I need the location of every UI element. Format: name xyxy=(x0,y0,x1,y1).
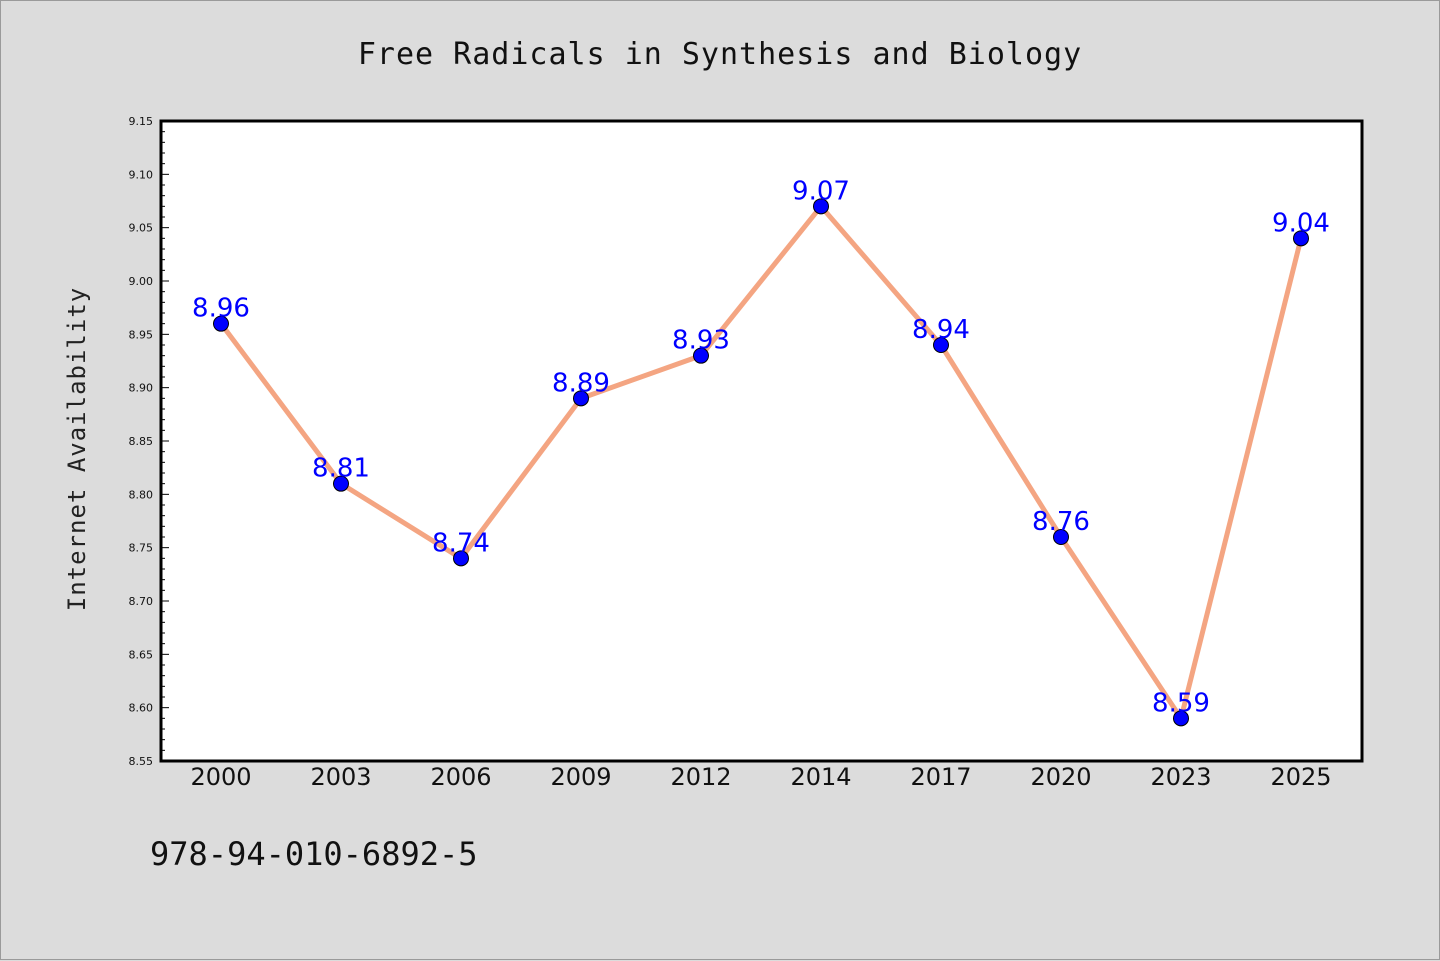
data-point xyxy=(573,390,589,407)
chart-title: Free Radicals in Synthesis and Biology xyxy=(358,37,1082,72)
y-tick-label: 8.55 xyxy=(129,755,154,768)
x-tick-label: 2020 xyxy=(1030,763,1091,791)
data-label: 9.07 xyxy=(792,176,850,206)
y-tick-label: 8.75 xyxy=(129,542,154,555)
x-tick-label: 2017 xyxy=(910,763,971,791)
x-tick-label: 2000 xyxy=(190,763,251,791)
y-tick-label: 8.95 xyxy=(129,328,154,341)
isbn-caption: 978-94-010-6892-5 xyxy=(150,835,478,873)
y-axis-label: Internet Availability xyxy=(63,287,91,611)
x-tick-label: 2012 xyxy=(670,763,731,791)
series-line xyxy=(219,203,1304,721)
data-label: 8.96 xyxy=(192,294,250,324)
data-label: 8.89 xyxy=(552,368,610,398)
y-tick-label: 9.05 xyxy=(129,222,154,235)
data-label: 8.93 xyxy=(672,326,730,356)
data-point xyxy=(213,315,229,332)
y-tick-label: 9.10 xyxy=(129,168,154,181)
y-tick-label: 8.60 xyxy=(129,702,154,715)
plot-area xyxy=(159,119,1364,763)
y-tick-label: 8.65 xyxy=(129,648,154,661)
data-labels: 8.96 8.81 8.74 8.89 8.93 9.07 8.94 8.76 8.59 9.04 xyxy=(192,176,1330,718)
data-point xyxy=(1173,710,1189,727)
data-point xyxy=(1053,529,1069,545)
y-axis: 8.55 8.60 8.65 8.70 8.75 8.80 8.85 8.90 8.95 9.00… xyxy=(129,115,169,768)
x-tick-label: 2023 xyxy=(1150,763,1211,791)
data-label: 8.94 xyxy=(912,315,970,345)
x-axis: 2000 2003 2006 2009 2012 2014 2017 2020 2023 2025 xyxy=(190,763,1331,791)
y-tick-label: 8.80 xyxy=(129,488,154,501)
data-point xyxy=(1293,230,1309,247)
y-tick-label: 8.70 xyxy=(129,595,154,608)
x-tick-label: 2009 xyxy=(550,763,611,791)
data-label: 8.81 xyxy=(312,454,370,484)
x-tick-label: 2006 xyxy=(430,763,491,791)
x-tick-label: 2014 xyxy=(790,763,851,791)
data-label: 8.76 xyxy=(1032,507,1090,537)
series-group xyxy=(213,198,1309,727)
data-point xyxy=(933,337,949,353)
y-tick-label: 8.90 xyxy=(129,382,154,395)
data-label: 8.74 xyxy=(432,528,490,558)
data-point xyxy=(453,550,469,567)
y-tick-label: 8.85 xyxy=(129,435,154,448)
data-label: 9.04 xyxy=(1272,208,1330,238)
data-label: 8.59 xyxy=(1152,688,1210,718)
data-point xyxy=(813,198,829,215)
y-tick-label: 9.15 xyxy=(129,115,154,128)
data-point xyxy=(693,347,709,364)
data-point xyxy=(333,475,349,492)
x-tick-label: 2003 xyxy=(310,763,371,791)
x-tick-label: 2025 xyxy=(1270,763,1331,791)
y-tick-label: 9.00 xyxy=(129,275,154,288)
